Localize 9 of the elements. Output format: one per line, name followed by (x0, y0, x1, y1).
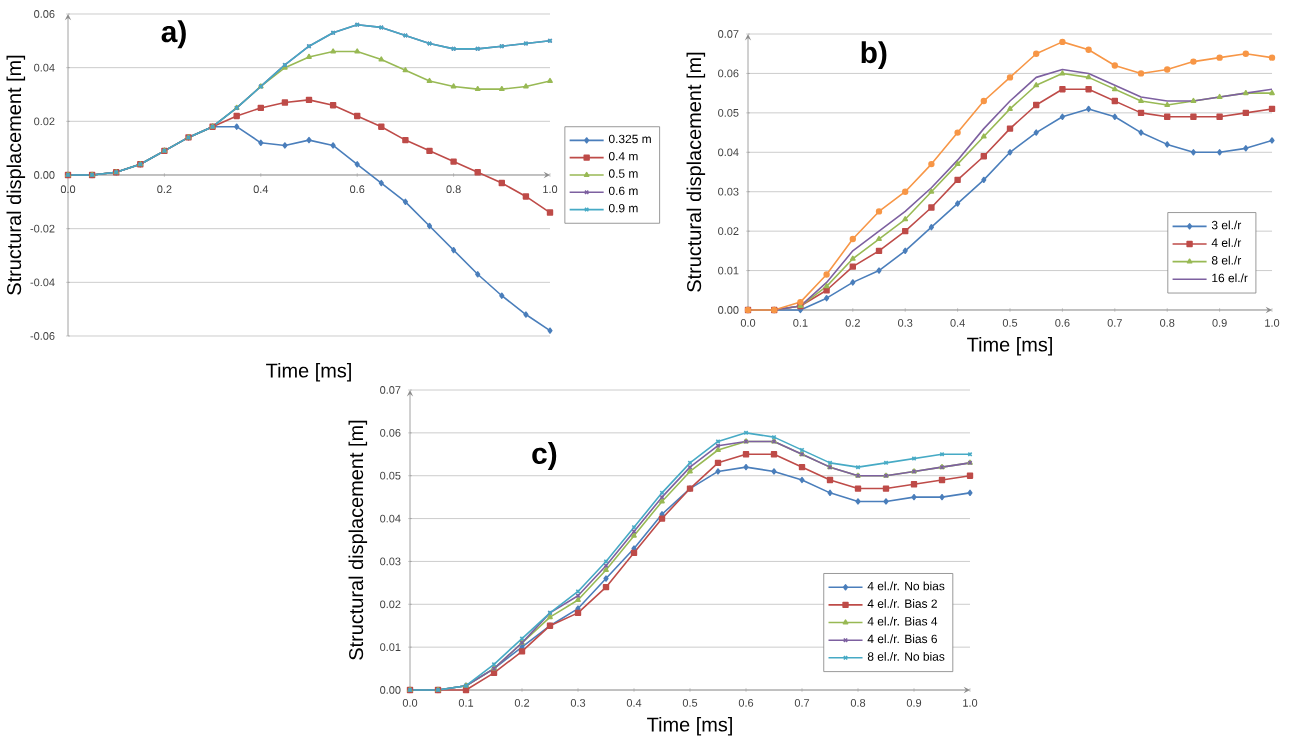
chart-title: a) (161, 20, 186, 49)
text: c) (532, 442, 557, 470)
y-axis-title: Structural displacement [m] (686, 52, 706, 292)
y-axis-title: Structural displacement [m] (348, 420, 368, 660)
x-axis-title: Time [ms] (647, 716, 732, 736)
y-axis-title: Structural displacement [m] (6, 55, 26, 295)
x-axis-title: Time [ms] (266, 362, 351, 382)
x-axis-title: Time [ms] (967, 336, 1052, 356)
chart-title: b) (861, 41, 887, 70)
